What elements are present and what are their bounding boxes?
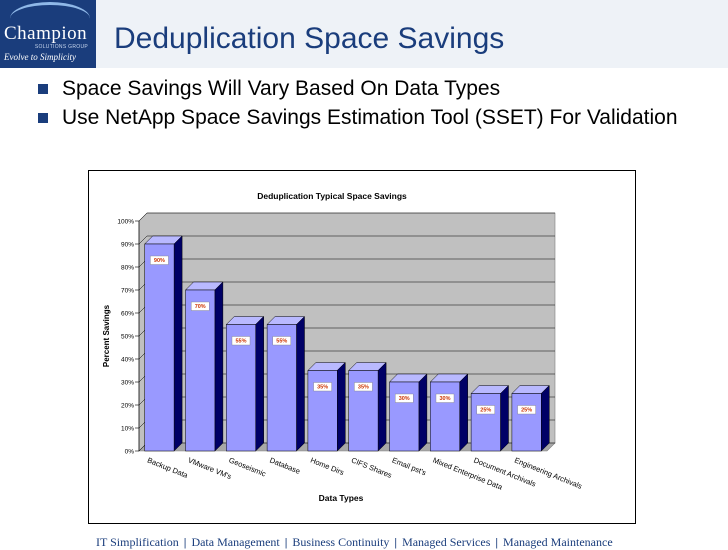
bar-side — [377, 361, 387, 452]
bar — [226, 324, 256, 452]
footer-separator: | — [183, 535, 187, 549]
data-label: 35% — [358, 385, 369, 391]
y-tick-label: 40% — [121, 357, 134, 364]
slide-title: Deduplication Space Savings — [114, 22, 505, 55]
x-tick-label: Home Dirs — [309, 456, 345, 478]
bullet-text: Use NetApp Space Savings Estimation Tool… — [62, 106, 678, 129]
bar-side — [500, 384, 509, 452]
bar-side — [459, 373, 468, 452]
footer-item[interactable]: Business Continuity — [292, 535, 390, 549]
x-tick-label: Backup Data — [146, 456, 190, 481]
data-label: 55% — [276, 339, 287, 345]
logo-name: Champion — [4, 23, 88, 44]
bullet-square-icon — [38, 84, 48, 94]
y-tick-label: 0% — [125, 449, 135, 456]
footer-separator: | — [394, 535, 398, 549]
chart-title: Deduplication Typical Space Savings — [257, 191, 407, 201]
bar-side — [255, 315, 264, 452]
bar-side — [296, 315, 305, 452]
y-axis-label: Percent Savings — [102, 304, 111, 367]
y-gridline — [138, 212, 555, 222]
logo-subtitle: SOLUTIONS GROUP — [34, 44, 88, 50]
x-tick-label: Geoseismic — [228, 456, 268, 479]
y-tick-label: 60% — [121, 311, 134, 318]
data-label-box — [231, 336, 251, 346]
footer-nav: IT Simplification | Data Management | Busine… — [96, 535, 613, 550]
data-label-box — [476, 405, 495, 415]
chart-frame: 0% 10% 20% 30% 40% 50% 60% 70% 80% 90% 100% 90% Back… — [88, 170, 636, 524]
bar — [389, 381, 420, 452]
footer-separator: | — [495, 535, 499, 549]
data-label: 30% — [399, 396, 410, 402]
title-bar — [96, 0, 728, 68]
data-label-box — [190, 301, 210, 311]
x-tick-label: VMware VM's — [187, 456, 233, 482]
y-tick-label: 10% — [121, 426, 134, 433]
data-label: 35% — [317, 385, 328, 391]
x-tick-label: Engineering Archivals — [513, 456, 583, 491]
data-label: 90% — [154, 258, 165, 264]
bar — [144, 243, 175, 452]
data-label: 30% — [439, 396, 450, 402]
data-label-box — [395, 393, 414, 403]
logo-tagline: Evolve to Simplicity — [4, 52, 76, 62]
bar-side — [214, 281, 224, 452]
bar — [470, 393, 501, 452]
data-label: 70% — [195, 304, 206, 310]
y-tick-label: 100% — [117, 219, 134, 226]
x-tick-label: CIFS Shares — [350, 456, 393, 481]
data-label-box — [313, 382, 332, 392]
footer-item[interactable]: Managed Services — [402, 535, 491, 549]
footer-item[interactable]: Managed Maintenance — [503, 535, 613, 549]
bar-chart: 0% 10% 20% 30% 40% 50% 60% 70% 80% 90% 100% 90% Back… — [102, 191, 584, 503]
bar — [511, 393, 542, 452]
bar — [430, 381, 460, 452]
data-label-box — [354, 382, 373, 392]
bullet-item: Space Savings Will Vary Based On Data Ty… — [38, 76, 718, 102]
y-gridline — [138, 235, 555, 245]
bar — [266, 324, 297, 452]
x-axis-label: Data Types — [319, 493, 364, 503]
data-label: 25% — [480, 408, 491, 414]
footer-item[interactable]: Data Management — [191, 535, 280, 549]
x-tick-label: Mixed Enterprise Data — [432, 456, 505, 492]
y-tick-label: 70% — [121, 288, 134, 295]
y-tick-label: 50% — [121, 334, 134, 341]
x-tick-label: Email pst's — [391, 456, 428, 478]
bullet-square-icon — [38, 113, 48, 123]
bullet-item: Use NetApp Space Savings Estimation Tool… — [38, 105, 718, 131]
logo-swoosh — [10, 2, 90, 35]
data-label-box — [272, 336, 292, 346]
y-tick-label: 90% — [121, 242, 134, 249]
bar — [185, 289, 216, 452]
footer-separator: | — [284, 535, 288, 549]
bullet-text: Space Savings Will Vary Based On Data Ty… — [62, 77, 501, 100]
data-label-box — [150, 255, 169, 265]
y-tick-label: 80% — [121, 265, 134, 272]
y-tick-label: 30% — [121, 380, 134, 387]
x-tick-label: Database — [268, 456, 301, 476]
data-label: 25% — [521, 408, 532, 414]
data-label: 55% — [235, 339, 246, 345]
bar-side — [418, 373, 428, 452]
footer-item[interactable]: IT Simplification — [96, 535, 179, 549]
bullet-list: Space Savings Will Vary Based On Data Ty… — [38, 76, 718, 134]
data-label-box — [435, 393, 455, 403]
bar-side — [541, 384, 550, 452]
bar-side — [173, 235, 183, 452]
y-tick-label: 20% — [121, 403, 134, 410]
data-label-box — [517, 405, 536, 415]
company-logo: Champion SOLUTIONS GROUP Evolve to Simpl… — [0, 0, 96, 68]
bar-side — [337, 361, 346, 452]
